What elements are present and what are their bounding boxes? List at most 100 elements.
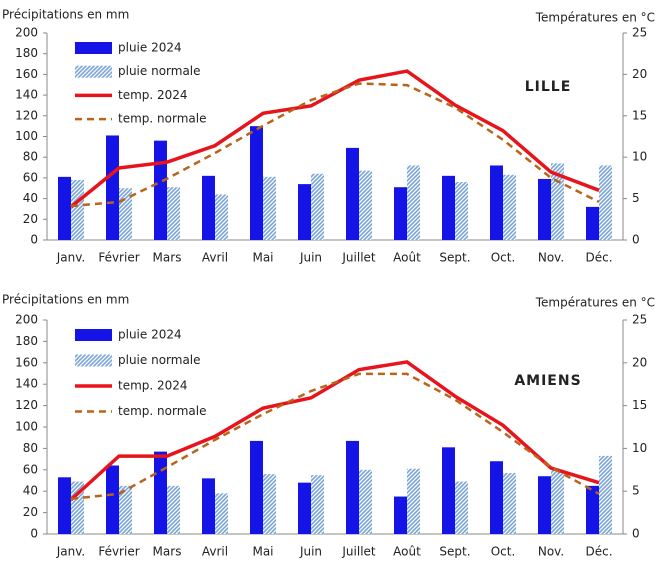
bar xyxy=(359,170,372,240)
bar xyxy=(538,476,551,534)
legend-label: temp. normale xyxy=(118,112,206,126)
bar xyxy=(407,468,420,534)
y2-tick-label: 0 xyxy=(632,527,640,541)
x-tick-label: Février xyxy=(98,545,139,559)
bar xyxy=(311,173,324,240)
x-tick-label: Mars xyxy=(153,545,182,559)
bar xyxy=(394,187,407,240)
bar xyxy=(311,475,324,534)
x-tick-label: Janv. xyxy=(56,251,85,265)
y-tick-label: 140 xyxy=(15,377,38,391)
bar xyxy=(263,474,276,534)
bar xyxy=(119,485,132,534)
x-tick-label: Avril xyxy=(202,545,228,559)
y-axis-label: Précipitations en mm xyxy=(2,293,129,307)
x-tick-label: Juillet xyxy=(341,251,376,265)
bar xyxy=(599,455,612,534)
y2-tick-label: 25 xyxy=(632,313,647,327)
bar xyxy=(167,485,180,534)
y-tick-label: 200 xyxy=(15,26,38,40)
bar xyxy=(359,469,372,534)
y-tick-label: 20 xyxy=(23,505,38,519)
bar xyxy=(202,478,215,534)
legend-swatch xyxy=(75,42,112,54)
y-axis-label: Précipitations en mm xyxy=(2,8,129,22)
bar xyxy=(538,178,551,240)
y-tick-label: 0 xyxy=(30,527,38,541)
bar xyxy=(215,493,228,534)
y-tick-label: 120 xyxy=(15,398,38,412)
x-tick-label: Nov. xyxy=(538,251,564,265)
bar xyxy=(298,482,311,534)
bar xyxy=(202,175,215,240)
x-tick-label: Février xyxy=(98,251,139,265)
bar xyxy=(346,147,359,240)
bar xyxy=(250,126,263,240)
bar xyxy=(442,175,455,240)
bar xyxy=(263,176,276,240)
y2-tick-label: 20 xyxy=(632,355,647,369)
legend-label: temp. normale xyxy=(118,404,206,418)
bar xyxy=(154,140,167,240)
y2-tick-label: 15 xyxy=(632,398,647,412)
y2-tick-label: 15 xyxy=(632,108,647,122)
y-tick-label: 20 xyxy=(23,212,38,226)
y-tick-label: 40 xyxy=(23,191,38,205)
y-tick-label: 60 xyxy=(23,462,38,476)
y2-axis-label: Températures en °C xyxy=(535,11,655,25)
bar xyxy=(503,473,516,534)
line xyxy=(70,372,600,501)
bar xyxy=(586,485,599,534)
bar xyxy=(599,165,612,240)
bar xyxy=(490,461,503,534)
y2-tick-label: 10 xyxy=(632,441,647,455)
y-tick-label: 100 xyxy=(15,129,38,143)
y-tick-label: 160 xyxy=(15,67,38,81)
legend-label: pluie 2024 xyxy=(118,41,182,55)
legend-label: pluie 2024 xyxy=(118,328,182,342)
legend-label: pluie normale xyxy=(118,64,201,78)
legend-label: pluie normale xyxy=(118,353,201,367)
x-tick-label: Avril xyxy=(202,251,228,265)
y-tick-label: 100 xyxy=(15,420,38,434)
bar xyxy=(154,451,167,534)
bar xyxy=(58,176,71,240)
y2-tick-label: 25 xyxy=(632,26,647,40)
bar xyxy=(551,469,564,534)
x-tick-label: Oct. xyxy=(491,545,516,559)
legend-swatch xyxy=(75,65,112,78)
x-tick-label: Déc. xyxy=(585,545,612,559)
bar xyxy=(58,477,71,534)
x-tick-label: Août xyxy=(393,251,421,265)
y-tick-label: 60 xyxy=(23,170,38,184)
x-tick-label: Juillet xyxy=(341,545,376,559)
chart-title: AMIENS xyxy=(514,373,581,389)
legend-swatch xyxy=(75,354,112,367)
x-tick-label: Juin xyxy=(299,251,322,265)
bar xyxy=(215,194,228,240)
legend-swatch xyxy=(75,329,112,341)
x-tick-label: Déc. xyxy=(585,251,612,265)
x-tick-label: Sept. xyxy=(439,545,470,559)
y-tick-label: 180 xyxy=(15,46,38,60)
bar xyxy=(106,135,119,240)
x-tick-label: Oct. xyxy=(491,251,516,265)
bar xyxy=(167,187,180,240)
y-tick-label: 120 xyxy=(15,108,38,122)
x-tick-label: Juin xyxy=(299,545,322,559)
y2-tick-label: 20 xyxy=(632,67,647,81)
bar xyxy=(490,165,503,240)
bar xyxy=(250,440,263,534)
x-tick-label: Sept. xyxy=(439,251,470,265)
x-tick-label: Mai xyxy=(252,251,273,265)
x-tick-label: Mai xyxy=(252,545,273,559)
y-tick-label: 40 xyxy=(23,484,38,498)
legend-label: temp. 2024 xyxy=(118,88,188,102)
y-tick-label: 80 xyxy=(23,150,38,164)
x-tick-label: Août xyxy=(393,545,421,559)
bar xyxy=(503,174,516,240)
chart-title: LILLE xyxy=(525,79,572,95)
bar xyxy=(551,163,564,240)
